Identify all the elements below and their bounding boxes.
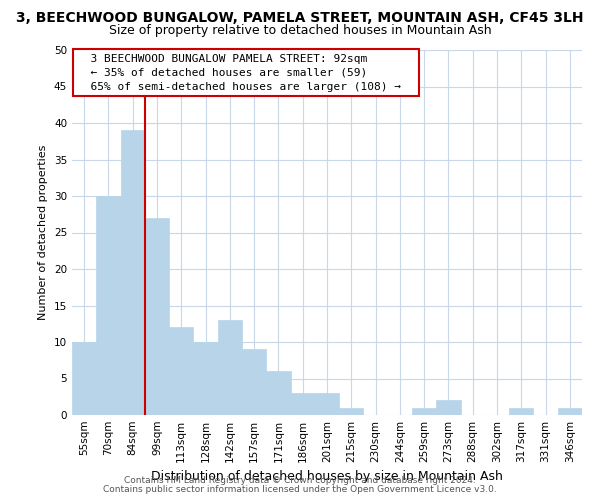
Text: Size of property relative to detached houses in Mountain Ash: Size of property relative to detached ho… xyxy=(109,24,491,37)
Text: 3 BEECHWOOD BUNGALOW PAMELA STREET: 92sqm  
  ← 35% of detached houses are small: 3 BEECHWOOD BUNGALOW PAMELA STREET: 92sq… xyxy=(77,54,415,92)
Text: 3, BEECHWOOD BUNGALOW, PAMELA STREET, MOUNTAIN ASH, CF45 3LH: 3, BEECHWOOD BUNGALOW, PAMELA STREET, MO… xyxy=(16,11,584,25)
Bar xyxy=(169,328,193,415)
Bar xyxy=(266,371,290,415)
Bar xyxy=(193,342,218,415)
Bar xyxy=(436,400,461,415)
Bar xyxy=(315,393,339,415)
Bar xyxy=(412,408,436,415)
Y-axis label: Number of detached properties: Number of detached properties xyxy=(38,145,49,320)
Bar xyxy=(96,196,121,415)
Bar xyxy=(72,342,96,415)
Bar xyxy=(145,218,169,415)
Bar xyxy=(558,408,582,415)
Bar xyxy=(339,408,364,415)
Bar xyxy=(290,393,315,415)
Text: Contains public sector information licensed under the Open Government Licence v3: Contains public sector information licen… xyxy=(103,485,497,494)
X-axis label: Distribution of detached houses by size in Mountain Ash: Distribution of detached houses by size … xyxy=(151,470,503,484)
Bar xyxy=(509,408,533,415)
Bar xyxy=(121,130,145,415)
Bar xyxy=(218,320,242,415)
Bar xyxy=(242,350,266,415)
Text: Contains HM Land Registry data © Crown copyright and database right 2024.: Contains HM Land Registry data © Crown c… xyxy=(124,476,476,485)
